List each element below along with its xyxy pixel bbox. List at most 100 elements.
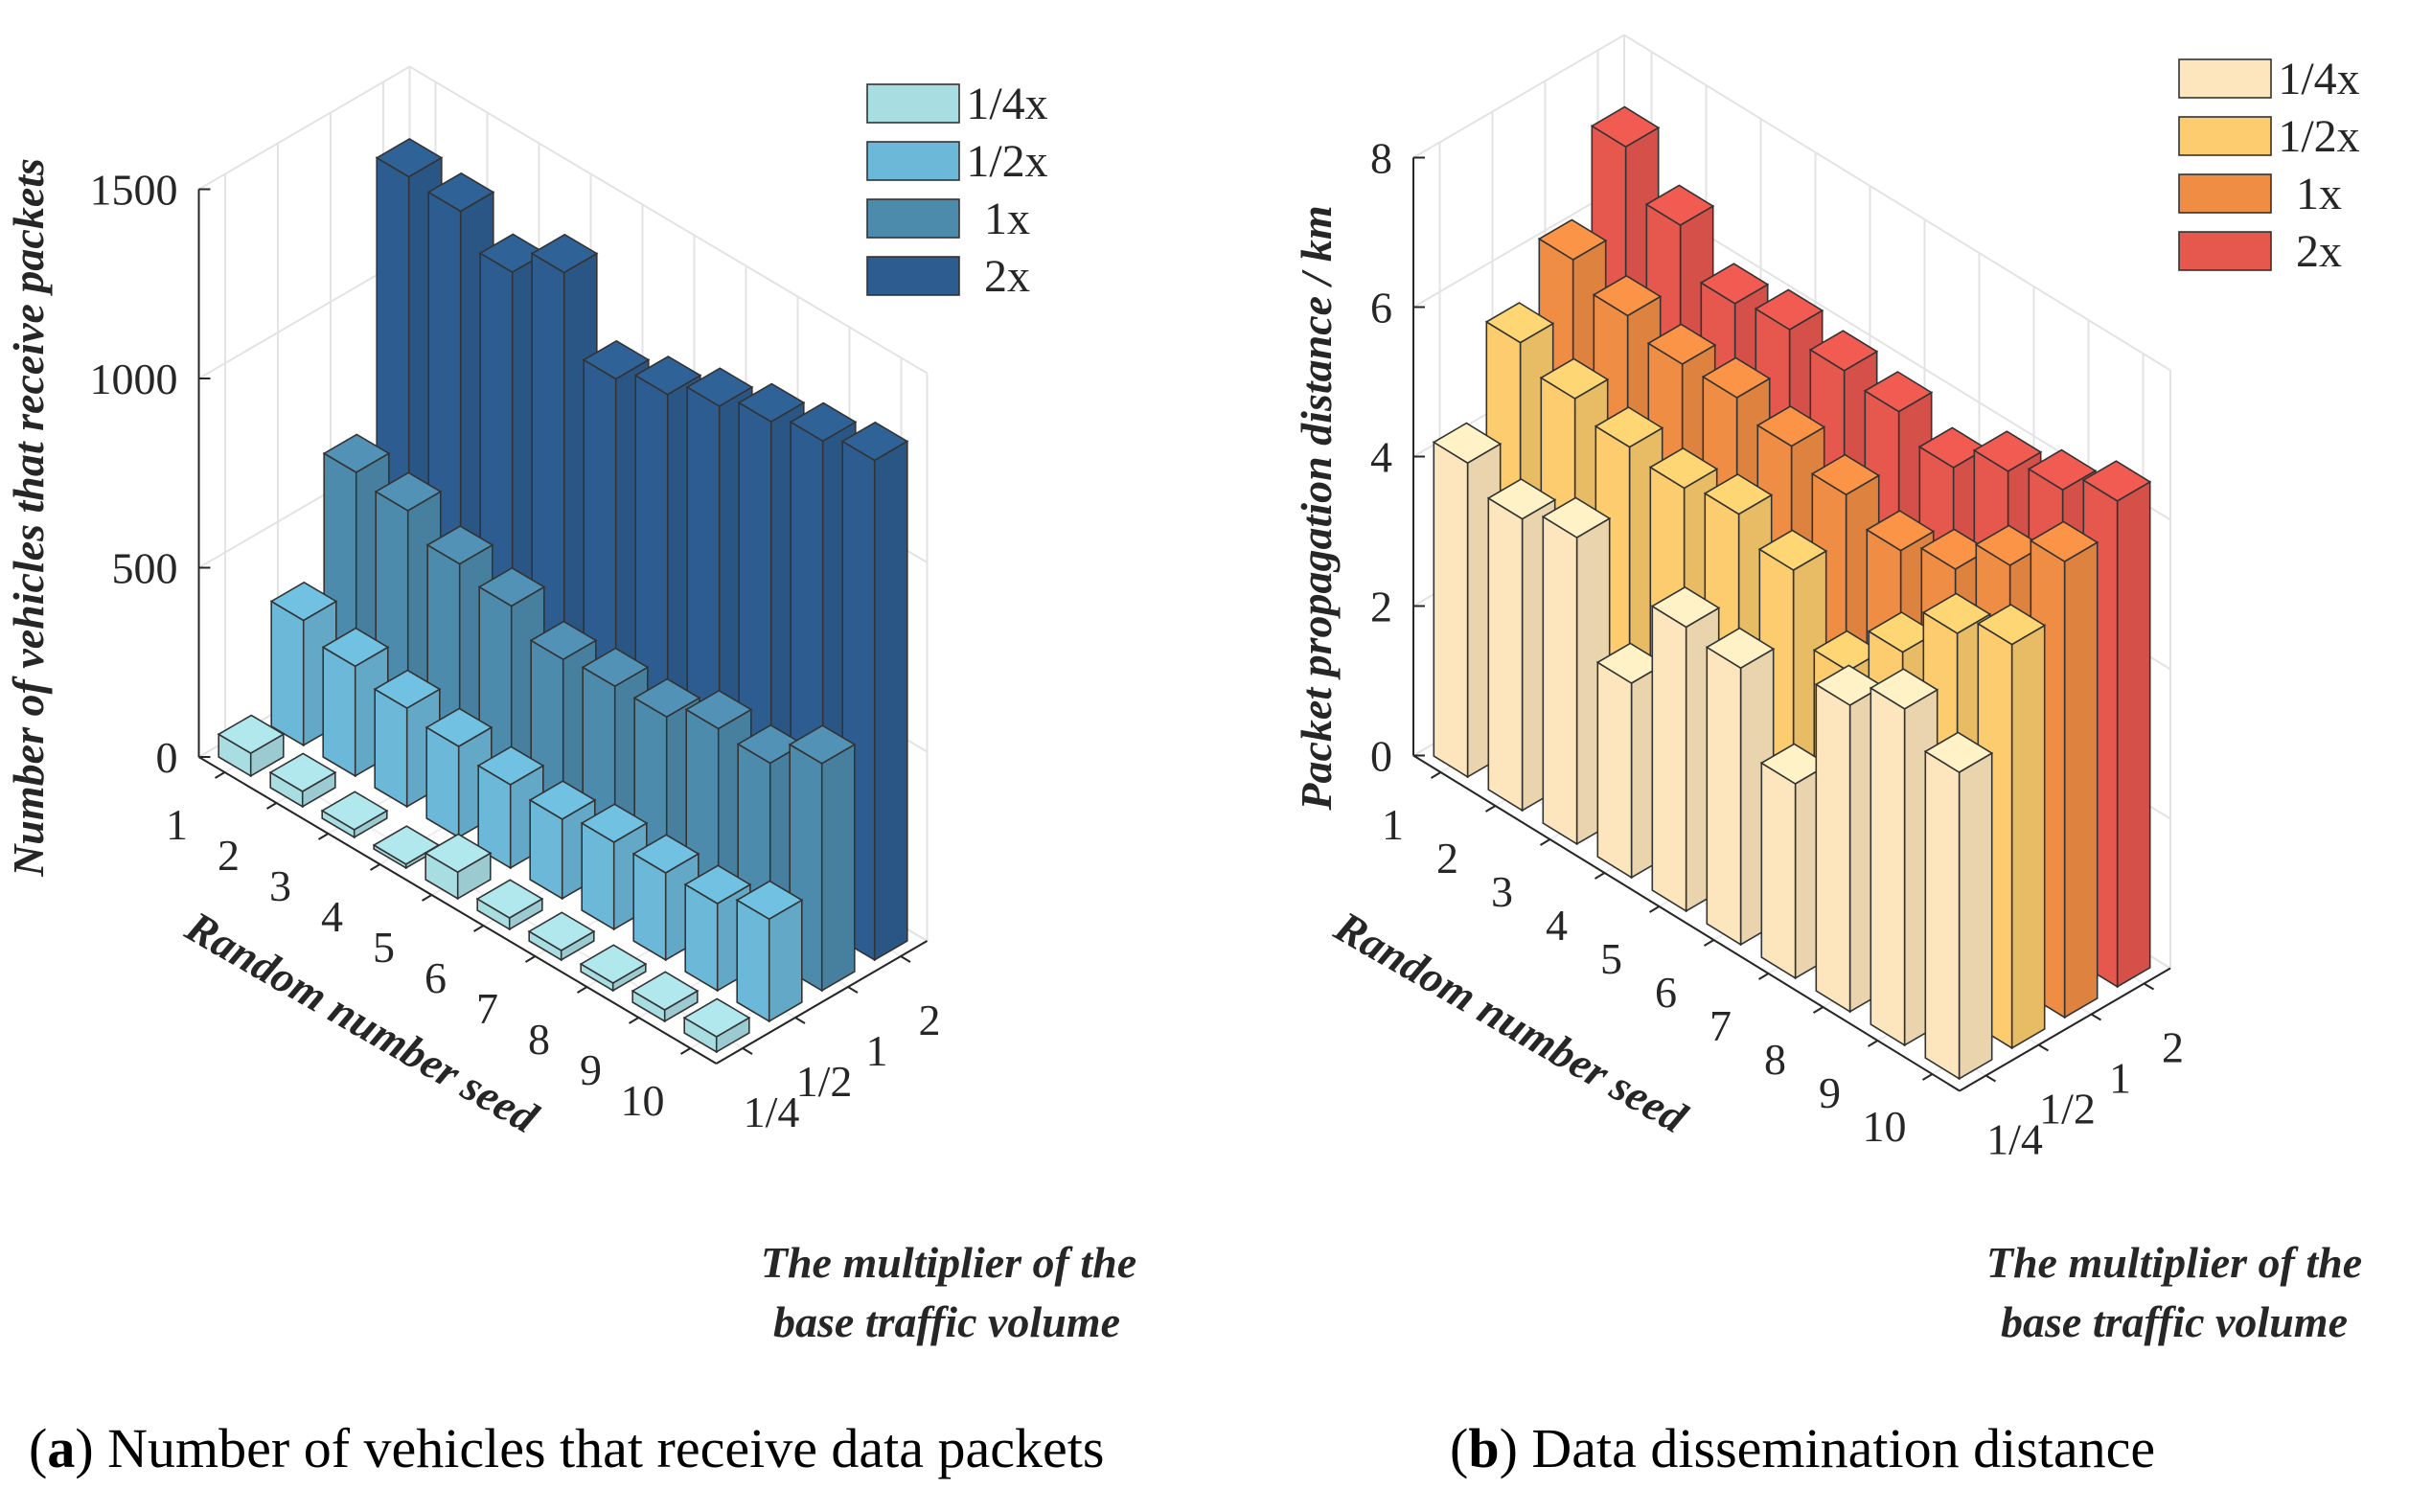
a-z-tick-label: 1500	[90, 166, 178, 215]
bar-top-face	[1541, 496, 1612, 538]
a-mult-tick-label: 1/4	[744, 1088, 800, 1136]
bar-side-face	[1815, 682, 1851, 1014]
b-seed-tick-label: 1	[1382, 800, 1404, 849]
bar-top-face	[1539, 357, 1610, 400]
a-mult-tick	[847, 986, 859, 994]
a-bar-14x-seed3	[320, 790, 389, 839]
bar-top-face	[788, 724, 857, 765]
bar-side-face	[1760, 761, 1797, 980]
a-legend-swatch	[866, 198, 960, 239]
b-legend-label: 1/2x	[2278, 111, 2359, 162]
b-bar-14x-seed10	[1923, 731, 1994, 1081]
b-bar-14x-seed2	[1486, 478, 1557, 813]
bar-top-face	[1486, 478, 1557, 520]
a-legend-label: 2x	[984, 251, 1030, 302]
a-z-tick-label: 1000	[90, 355, 178, 403]
bar-top-face	[682, 997, 751, 1038]
a-seed-tick	[317, 833, 330, 840]
b-legend-label: 1/4x	[2278, 54, 2359, 104]
b-legend-swatch	[2178, 173, 2272, 214]
b-mult-tick-label: 1	[2109, 1054, 2131, 1103]
b-legend-label: 1x	[2296, 169, 2342, 219]
bar-front-face	[768, 899, 803, 1023]
bar-side-face	[1542, 515, 1578, 846]
bar-top-face	[737, 382, 806, 424]
bar-front-face	[820, 743, 856, 993]
b-z-tick-label: 0	[1370, 732, 1392, 781]
bar-top-face	[527, 911, 596, 951]
b-seed-tick	[1921, 1073, 1934, 1081]
caption-a: (a) Number of vehicles that receive data…	[29, 1417, 1105, 1479]
a-legend-label: 1x	[984, 194, 1030, 244]
bar-top-face	[2081, 460, 2152, 502]
a-mult-tick-label: 1	[866, 1026, 888, 1075]
a-seed-tick	[421, 894, 433, 902]
panel-b: 0 2 4 6 8 1 2 3 4 5 6 7 8 9 10 1/4 1/2 1 2 Packet propagati…	[1216, 0, 2432, 1512]
a-seed-tick	[472, 925, 485, 932]
bar-top-face	[1921, 592, 1992, 634]
a-seed-tick	[369, 863, 381, 871]
bar-top-face	[1808, 330, 1879, 372]
a-legend-label: 1/4x	[966, 79, 1047, 129]
bar-top-face	[476, 745, 545, 786]
bar-side-face	[736, 898, 770, 1023]
bar-side-face	[270, 600, 305, 747]
bar-top-face	[631, 834, 700, 874]
b-mult-tick-label: 1/4	[1986, 1115, 2043, 1164]
bar-top-face	[1865, 510, 1936, 552]
b-bar-12x-seed10	[1976, 604, 2047, 1050]
a-seed-tick	[628, 1017, 640, 1024]
bar-top-face	[1648, 447, 1719, 490]
bar-top-face	[582, 339, 651, 380]
b-seed-tick	[1867, 1040, 1879, 1047]
a-seed-tick	[524, 955, 537, 963]
b-z-tick-label: 4	[1370, 433, 1392, 482]
b-legend: 1/4x 1/2x 1x 2x	[2178, 54, 2360, 277]
a-seed-tick-label: 1	[166, 800, 188, 849]
bar-side-face	[1433, 441, 1469, 779]
bar-top-face	[685, 367, 754, 407]
caption-a-text: Number of vehicles that receive data pac…	[107, 1417, 1105, 1479]
bar-top-face	[1646, 323, 1717, 365]
b-seed-tick	[1539, 838, 1551, 846]
b-mult-tick	[1985, 1074, 1997, 1083]
b-legend-label: 2x	[2296, 226, 2342, 277]
a-mult-tick-label: 1/2	[796, 1057, 853, 1106]
b-seed-tick-label: 6	[1655, 968, 1677, 1017]
bar-side-face	[1924, 749, 1961, 1081]
a-seed-tick-label: 10	[621, 1076, 665, 1125]
a-seed-tick-label: 2	[218, 831, 240, 880]
bar-side-face	[1487, 496, 1524, 813]
bar-top-face	[2029, 520, 2099, 562]
bar-top-face	[840, 421, 909, 462]
b-z-tick-label: 2	[1370, 583, 1392, 631]
b-seed-tick	[1430, 771, 1442, 779]
a-z-axis-label: Number of vehicles that receive packets	[4, 158, 53, 878]
bar-side-face	[1596, 660, 1633, 880]
bar-front-face	[2116, 480, 2151, 989]
b-bars	[1432, 105, 2152, 1081]
a-bar-14x-seed10	[682, 997, 751, 1054]
b-mult-axis-label: base traffic volume	[2001, 1297, 2348, 1346]
b-seed-tick-label: 10	[1863, 1102, 1907, 1151]
bar-front-face	[2063, 540, 2099, 1019]
caption-b-text: Data dissemination distance	[1531, 1417, 2156, 1479]
a-seed-tick	[576, 986, 588, 994]
bar-side-face	[322, 646, 356, 778]
b-z-tick-label: 6	[1370, 284, 1392, 332]
a-legend-label: 1/2x	[966, 136, 1047, 187]
a-legend-swatch	[866, 256, 960, 296]
bar-top-face	[321, 627, 390, 668]
b-seed-tick-label: 7	[1709, 1001, 1732, 1050]
b-mult-tick-label: 2	[2162, 1023, 2184, 1072]
a-seed-tick-label: 3	[269, 861, 291, 910]
b-seed-tick	[1703, 939, 1715, 947]
a-seed-tick	[214, 771, 226, 779]
b-mult-tick	[2037, 1043, 2050, 1052]
bar-top-face	[1590, 105, 1661, 149]
a-seed-tick-label: 9	[580, 1045, 602, 1094]
